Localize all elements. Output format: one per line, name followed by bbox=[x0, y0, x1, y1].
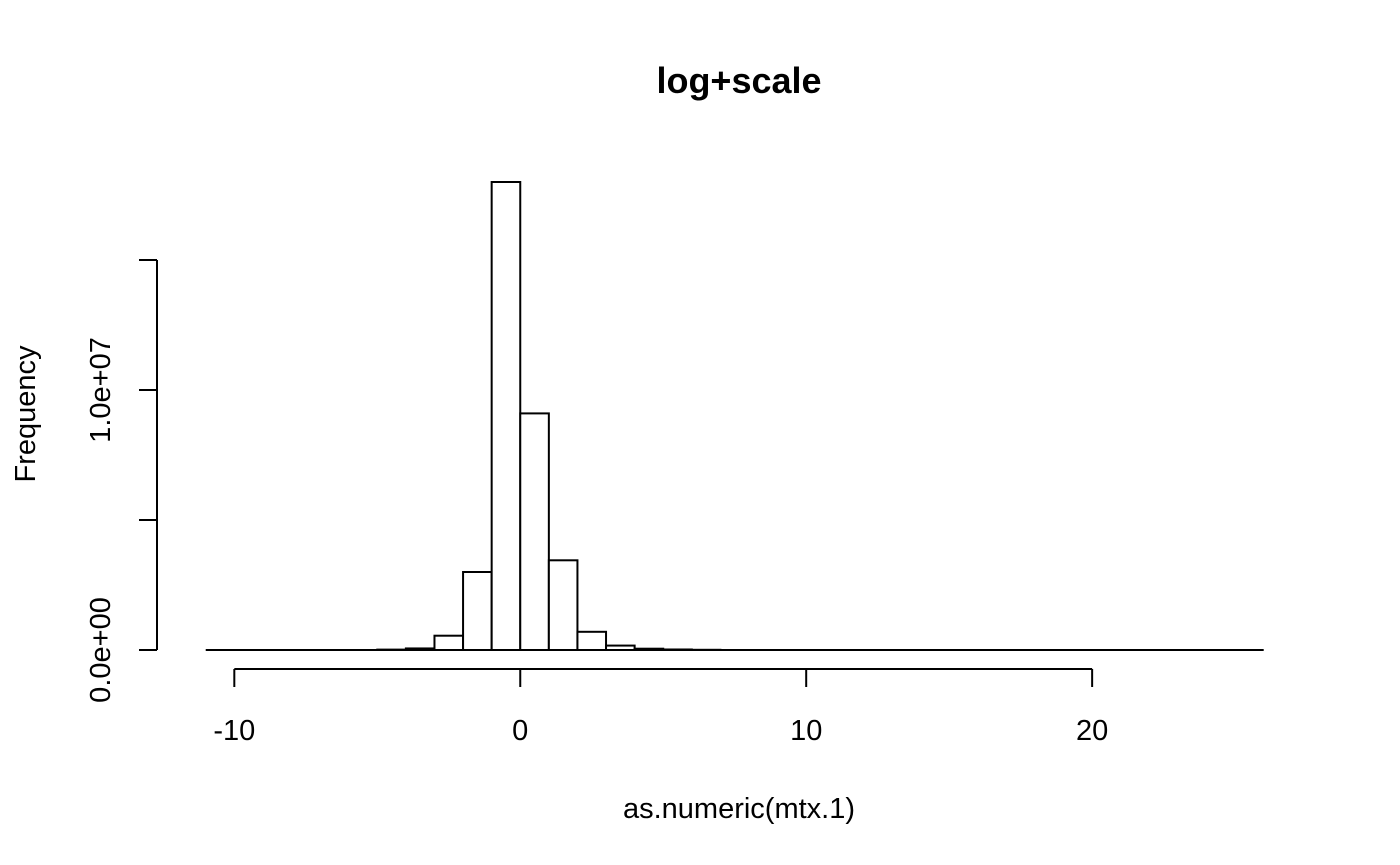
bars-group bbox=[376, 181, 722, 652]
x-tick-label: 10 bbox=[790, 715, 822, 747]
y-axis-label: Frequency bbox=[10, 345, 42, 483]
y-tick-label: 0.0e+00 bbox=[85, 597, 117, 703]
x-tick-label: 20 bbox=[1076, 715, 1108, 747]
histogram-bar bbox=[576, 630, 608, 651]
x-axis-label: as.numeric(mtx.1) bbox=[623, 793, 855, 825]
histogram-bar bbox=[547, 559, 579, 651]
histogram-bar bbox=[490, 181, 522, 651]
y-tick-label: 1.0e+07 bbox=[85, 337, 117, 443]
histogram-bar bbox=[462, 571, 493, 651]
histogram-bar bbox=[433, 634, 465, 652]
x-tick-label: -10 bbox=[213, 715, 255, 747]
chart-title: log+scale bbox=[656, 60, 821, 101]
x-tick-label: 0 bbox=[512, 715, 528, 747]
x-axis: -10 0 10 20 bbox=[213, 668, 1108, 747]
y-axis: 0.0e+00 1.0e+07 bbox=[85, 259, 158, 703]
histogram-bar bbox=[519, 412, 550, 651]
